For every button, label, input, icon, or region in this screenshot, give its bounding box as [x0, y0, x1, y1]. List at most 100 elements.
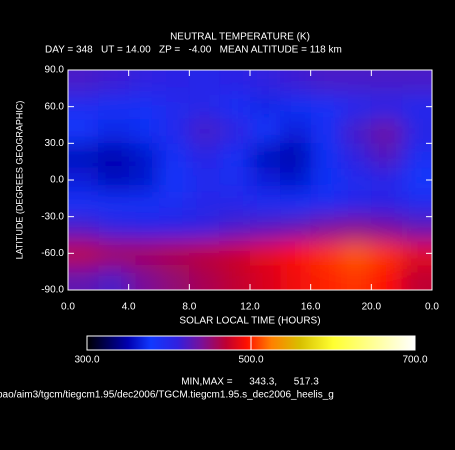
- heatmap-cell: [280, 192, 311, 217]
- heatmap-cell: [159, 216, 190, 242]
- plot-area: [68, 70, 432, 290]
- heatmap-cell: [341, 70, 372, 95]
- heatmap-cell: [219, 241, 250, 266]
- heatmap-cell: [159, 192, 190, 217]
- heatmap: [68, 70, 432, 290]
- x-tick-label: 8.0: [182, 302, 196, 313]
- file-path: pao/aim3/tgcm/tiegcm1.95/dec2006/TGCM.ti…: [0, 390, 334, 401]
- colorbar-tick-label: 700.0: [402, 355, 427, 366]
- heatmap-cell: [159, 94, 190, 119]
- heatmap-cell: [341, 216, 372, 242]
- heatmap-cell: [310, 241, 341, 266]
- y-tick-label: 30.0: [45, 138, 65, 149]
- heatmap-cell: [371, 94, 402, 119]
- heatmap-cell: [250, 143, 281, 168]
- x-tick-label: 0.0: [425, 302, 439, 313]
- heatmap-cell: [189, 265, 220, 290]
- heatmap-cell: [128, 167, 159, 193]
- heatmap-cell: [371, 216, 402, 242]
- heatmap-cell: [98, 94, 129, 119]
- heatmap-cell: [280, 241, 311, 266]
- heatmap-cell: [250, 192, 281, 217]
- heatmap-cell: [219, 265, 250, 290]
- heatmap-cell: [159, 265, 190, 290]
- chart-title: NEUTRAL TEMPERATURE (K): [170, 32, 310, 43]
- heatmap-cell: [280, 118, 311, 144]
- y-tick-label: 60.0: [45, 101, 65, 112]
- heatmap-cell: [68, 143, 99, 168]
- heatmap-cell: [128, 265, 159, 290]
- heatmap-cell: [68, 118, 99, 144]
- heatmap-cell: [310, 216, 341, 242]
- x-tick-label: 20.0: [362, 302, 382, 313]
- heatmap-cell: [401, 70, 432, 95]
- x-tick-label: 0.0: [61, 302, 75, 313]
- heatmap-cell: [250, 216, 281, 242]
- heatmap-cell: [219, 94, 250, 119]
- x-tick-label: 4.0: [122, 302, 136, 313]
- heatmap-cell: [189, 216, 220, 242]
- heatmap-cell: [310, 70, 341, 95]
- heatmap-cell: [280, 94, 311, 119]
- heatmap-cell: [250, 265, 281, 290]
- heatmap-cell: [189, 241, 220, 266]
- heatmap-cell: [98, 143, 129, 168]
- min-max-label: MIN,MAX = 343.3, 517.3: [181, 377, 319, 388]
- heatmap-cell: [159, 241, 190, 266]
- heatmap-cell: [341, 94, 372, 119]
- heatmap-cell: [128, 192, 159, 217]
- heatmap-cell: [98, 192, 129, 217]
- heatmap-cell: [128, 118, 159, 144]
- heatmap-cell: [371, 143, 402, 168]
- heatmap-cell: [159, 167, 190, 193]
- heatmap-cell: [159, 143, 190, 168]
- heatmap-cell: [310, 94, 341, 119]
- heatmap-cell: [68, 216, 99, 242]
- heatmap-cell: [371, 118, 402, 144]
- heatmap-cell: [280, 167, 311, 193]
- heatmap-cell: [341, 167, 372, 193]
- heatmap-cell: [219, 192, 250, 217]
- heatmap-cell: [250, 241, 281, 266]
- heatmap-cell: [401, 192, 432, 217]
- heatmap-cell: [310, 167, 341, 193]
- heatmap-cell: [98, 241, 129, 266]
- heatmap-cell: [280, 216, 311, 242]
- heatmap-cell: [128, 94, 159, 119]
- heatmap-cell: [280, 143, 311, 168]
- heatmap-cell: [371, 192, 402, 217]
- heatmap-cell: [371, 265, 402, 290]
- heatmap-cell: [68, 265, 99, 290]
- heatmap-cell: [98, 265, 129, 290]
- heatmap-cell: [219, 216, 250, 242]
- x-tick-label: 16.0: [301, 302, 321, 313]
- heatmap-cell: [310, 143, 341, 168]
- heatmap-cell: [310, 118, 341, 144]
- heatmap-cell: [401, 265, 432, 290]
- colorbar-tick-label: 500.0: [238, 355, 263, 366]
- heatmap-cell: [128, 241, 159, 266]
- heatmap-cell: [250, 167, 281, 193]
- y-tick-label: -60.0: [41, 248, 64, 259]
- heatmap-cell: [189, 167, 220, 193]
- heatmap-cell: [341, 241, 372, 266]
- heatmap-cell: [219, 70, 250, 95]
- heatmap-cell: [98, 70, 129, 95]
- heatmap-cell: [401, 216, 432, 242]
- heatmap-cell: [341, 192, 372, 217]
- heatmap-cell: [159, 118, 190, 144]
- heatmap-cell: [280, 265, 311, 290]
- heatmap-cell: [341, 265, 372, 290]
- heatmap-cell: [128, 70, 159, 95]
- heatmap-cell: [68, 70, 99, 95]
- heatmap-cell: [401, 143, 432, 168]
- heatmap-cell: [98, 216, 129, 242]
- heatmap-cell: [219, 118, 250, 144]
- y-axis-label: LATITUDE (DEGREES GEOGRAPHIC): [14, 101, 24, 260]
- heatmap-cell: [159, 70, 190, 95]
- heatmap-cell: [250, 118, 281, 144]
- heatmap-cell: [128, 143, 159, 168]
- heatmap-cell: [310, 192, 341, 217]
- y-tick-label: 90.0: [45, 65, 65, 76]
